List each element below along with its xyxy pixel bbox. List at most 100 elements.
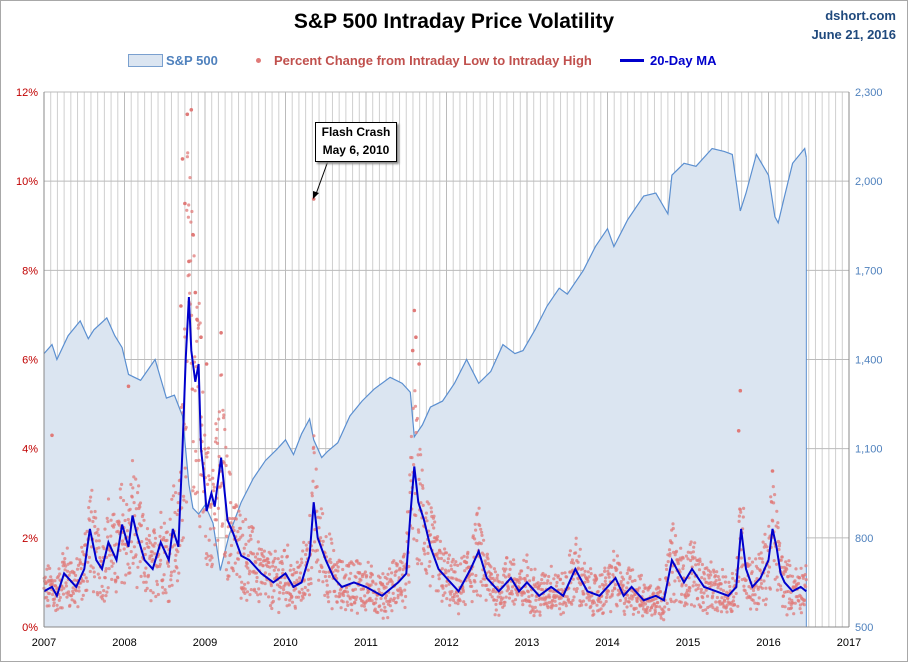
scatter-point: [270, 606, 274, 611]
scatter-point: [413, 491, 417, 496]
scatter-point: [155, 579, 159, 583]
scatter-point: [767, 524, 771, 528]
scatter-point: [667, 583, 671, 587]
scatter-point: [79, 567, 83, 571]
scatter-point: [209, 502, 213, 506]
scatter-point: [318, 569, 322, 574]
scatter-point: [149, 589, 153, 593]
scatter-point: [651, 591, 656, 595]
scatter-point: [204, 534, 208, 538]
scatter-point: [429, 506, 433, 510]
scatter-point: [633, 592, 637, 597]
scatter-point: [169, 574, 173, 578]
scatter-point: [330, 541, 334, 545]
x-tick-label: 2012: [434, 637, 458, 649]
scatter-point: [72, 570, 76, 575]
scatter-point: [574, 542, 578, 546]
scatter-point: [407, 580, 411, 584]
scatter-point: [458, 599, 462, 603]
scatter-point: [772, 501, 776, 505]
scatter-point: [235, 572, 239, 577]
scatter-point: [242, 552, 246, 556]
scatter-point-spike: [204, 362, 209, 366]
scatter-point: [701, 596, 705, 600]
x-tick-label: 2010: [273, 637, 297, 649]
scatter-point: [654, 597, 658, 601]
scatter-point: [547, 600, 552, 605]
scatter-point: [365, 574, 369, 578]
scatter-point: [198, 321, 202, 325]
scatter-point: [493, 570, 497, 574]
scatter-point: [58, 595, 62, 600]
scatter-point: [134, 553, 138, 557]
scatter-point: [88, 499, 92, 503]
scatter-point: [369, 564, 373, 568]
scatter-point: [295, 578, 299, 582]
scatter-point: [197, 301, 201, 305]
scatter-point: [89, 495, 93, 499]
scatter-point: [278, 591, 282, 595]
scatter-point: [324, 570, 328, 575]
scatter-point: [403, 605, 407, 610]
scatter-point: [251, 526, 255, 530]
scatter-point: [315, 509, 319, 513]
scatter-point: [84, 576, 88, 580]
scatter-point: [756, 587, 760, 591]
scatter-point: [243, 587, 247, 591]
scatter-point: [306, 588, 310, 592]
scatter-point: [500, 581, 504, 585]
scatter-point: [700, 576, 704, 580]
scatter-point: [256, 540, 260, 544]
scatter-point: [574, 589, 579, 594]
scatter-point: [404, 582, 408, 586]
y-right-tick-label: 2,300: [855, 87, 883, 99]
scatter-point-spike: [736, 429, 741, 433]
scatter-point: [152, 531, 157, 535]
scatter-point: [747, 585, 751, 589]
scatter-point: [96, 572, 100, 576]
scatter-point: [236, 557, 241, 561]
scatter-point: [330, 607, 334, 611]
scatter-point: [81, 593, 85, 598]
scatter-point: [635, 599, 639, 604]
scatter-point: [153, 541, 157, 545]
scatter-point: [65, 595, 69, 599]
scatter-point: [441, 593, 445, 598]
annotation-callout: Flash Crash May 6, 2010: [315, 122, 397, 162]
scatter-point: [769, 495, 773, 499]
scatter-point: [100, 597, 105, 601]
scatter-point: [453, 563, 457, 567]
scatter-point: [451, 576, 455, 580]
scatter-point: [129, 482, 133, 487]
scatter-point: [589, 572, 593, 576]
scatter-point: [662, 610, 666, 614]
scatter-point: [707, 576, 711, 580]
scatter-point: [460, 556, 464, 560]
scatter-point: [574, 536, 578, 540]
scatter-point: [106, 497, 111, 501]
scatter-point: [128, 571, 132, 575]
scatter-point: [494, 608, 498, 612]
scatter-point: [788, 563, 792, 568]
scatter-point: [604, 599, 608, 604]
scatter-point: [144, 537, 149, 541]
scatter-point: [771, 519, 775, 523]
scatter-point: [541, 588, 545, 592]
y-left-tick-label: 10%: [16, 176, 38, 188]
scatter-point: [213, 512, 217, 516]
scatter-point: [521, 603, 525, 607]
scatter-point: [301, 549, 305, 553]
scatter-point: [417, 558, 421, 562]
scatter-point: [142, 571, 146, 575]
scatter-point: [323, 574, 327, 579]
scatter-point: [143, 547, 147, 551]
scatter-point: [445, 597, 449, 601]
scatter-point: [121, 539, 125, 543]
scatter-point: [208, 527, 212, 531]
scatter-point: [716, 609, 720, 613]
scatter-point: [636, 596, 640, 600]
scatter-point: [618, 563, 622, 567]
scatter-point: [621, 583, 625, 587]
scatter-point: [355, 611, 359, 615]
scatter-point: [48, 566, 52, 571]
